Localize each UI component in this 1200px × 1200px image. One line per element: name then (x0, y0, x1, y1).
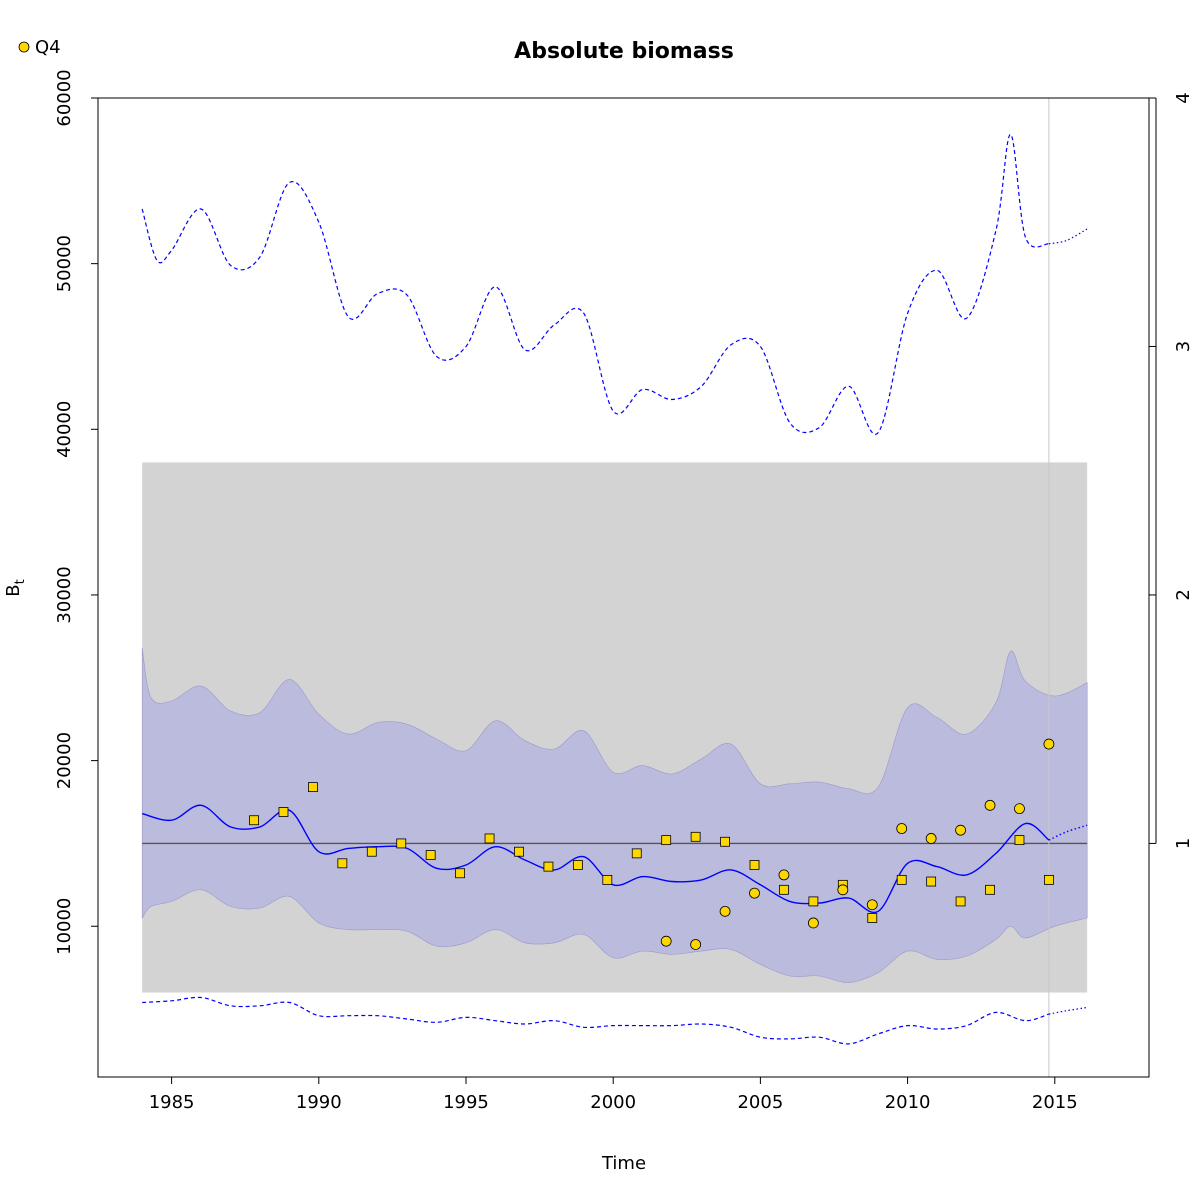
x-tick-label: 2000 (590, 1092, 636, 1113)
observation-square (543, 861, 554, 872)
observation-circle-q4 (955, 824, 966, 836)
observation-circle-q4 (925, 833, 937, 844)
observation-square (249, 815, 259, 826)
observation-square (602, 874, 613, 885)
observation-square (661, 835, 672, 846)
observation-circle-q4 (837, 884, 849, 896)
right-tick-label: 1 (1173, 838, 1194, 849)
right-tick-label: 2 (1173, 589, 1194, 600)
observation-circle-q4 (1014, 803, 1025, 815)
x-tick-label: 2015 (1032, 1092, 1078, 1113)
observation-square (955, 896, 966, 907)
observation-circle-q4 (690, 939, 702, 950)
y-axis-label-subscript: t (13, 579, 28, 584)
observation-square (896, 874, 907, 885)
observation-circle-q4 (719, 905, 731, 917)
lower-bound-line (142, 996, 1050, 1045)
right-tick-label: 4 (1173, 92, 1194, 103)
right-tick-label: 3 (1173, 341, 1194, 352)
observation-square (514, 846, 524, 857)
y-axis: 10000 20000 30000 40000 50000 60000 (54, 69, 98, 955)
legend-marker-q4 (18, 41, 30, 53)
observation-square (278, 807, 289, 817)
observation-square (985, 884, 995, 895)
observation-square (308, 782, 318, 793)
observation-circle-q4 (749, 887, 760, 899)
observation-circle-q4 (660, 935, 672, 947)
observation-square (1044, 874, 1054, 885)
observation-square (366, 846, 377, 857)
y-axis-label-main: B (3, 584, 24, 596)
y-tick-label: 50000 (54, 235, 75, 292)
x-tick-label: 2005 (737, 1092, 783, 1113)
y-tick-label: 60000 (54, 69, 75, 126)
observation-circle-q4 (896, 823, 908, 834)
observation-square (1014, 835, 1025, 846)
observation-circle-q4 (984, 799, 996, 811)
y-tick-label: 20000 (54, 732, 75, 789)
observation-square (396, 838, 407, 849)
observation-circle-q4 (1043, 738, 1055, 750)
observation-square (337, 858, 348, 869)
chart-title: Absolute biomass (514, 39, 734, 64)
legend: Q4 (18, 37, 61, 58)
y-axis-label: Bt (3, 579, 28, 596)
x-tick-label: 1985 (149, 1092, 195, 1113)
estimate-line (142, 804, 1050, 914)
observation-circle-q4 (778, 869, 790, 881)
plot-frame (97, 97, 1150, 1078)
observation-square (690, 831, 701, 842)
observation-square (808, 896, 819, 907)
observation-square (749, 860, 760, 870)
x-tick-label: 2010 (885, 1092, 931, 1113)
observation-square (425, 850, 436, 860)
legend-label-q4: Q4 (35, 37, 61, 58)
y-tick-label: 30000 (54, 566, 75, 623)
upper-bound-forecast-line (1048, 228, 1088, 245)
observation-square (867, 913, 878, 923)
observation-square (455, 868, 466, 879)
y-tick-label: 40000 (54, 401, 75, 458)
observation-square (926, 876, 937, 887)
x-tick-label: 1995 (443, 1092, 489, 1113)
observation-square (631, 848, 642, 859)
x-tick-label: 1990 (296, 1092, 342, 1113)
x-axis: 1985 1990 1995 2000 2005 2010 2015 (149, 1077, 1078, 1113)
observation-circle-q4 (866, 899, 878, 911)
upper-bound-line (141, 133, 1050, 435)
right-axis: 1 2 3 4 (1149, 92, 1194, 849)
y-tick-label: 10000 (54, 898, 75, 955)
observation-square (484, 833, 495, 844)
estimate-forecast-line (1048, 824, 1088, 841)
plot-area (141, 98, 1088, 1077)
observation-square (572, 860, 583, 870)
x-axis-label: Time (601, 1153, 646, 1174)
observation-square (720, 836, 730, 847)
observation-circle-q4 (807, 917, 819, 929)
observation-square (779, 884, 789, 895)
